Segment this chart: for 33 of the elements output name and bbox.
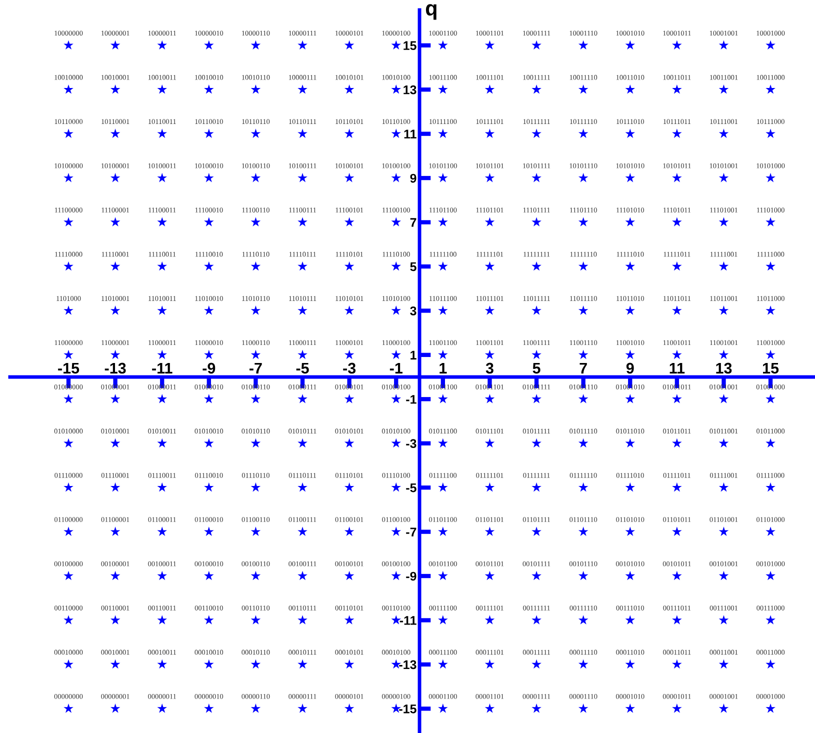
y-tick-label: 3 [410, 306, 416, 316]
y-axis-title: q [426, 4, 436, 20]
y-tick-label: 1 [410, 350, 416, 360]
y-tick-label: 5 [410, 262, 416, 272]
x-tick-label: 13 [716, 362, 732, 374]
y-tick-label: -7 [406, 528, 416, 536]
y-tick-label: -1 [406, 395, 416, 404]
x-tick-label: -3 [343, 362, 356, 374]
y-tick-label: -11 [400, 616, 416, 625]
x-tick-label: -13 [104, 362, 126, 374]
y-tick-label: 9 [410, 174, 416, 183]
x-tick-label: 3 [486, 362, 494, 374]
x-tick-label: 9 [626, 362, 634, 374]
y-tick-label: -3 [406, 439, 416, 448]
y-tick-label: -15 [399, 704, 416, 714]
x-tick-label: 11 [670, 362, 685, 374]
x-tick-label: -5 [296, 362, 309, 374]
y-tick-label: 7 [410, 218, 416, 227]
x-tick-label: -7 [250, 362, 262, 374]
x-tick-label: -9 [202, 362, 216, 374]
x-tick-label: 7 [580, 362, 587, 374]
x-tick-label: 5 [532, 362, 540, 374]
y-tick-label: -9 [406, 572, 416, 581]
x-tick-label: 1 [440, 362, 447, 374]
x-tick-label: 15 [763, 362, 779, 374]
y-tick-label: 15 [404, 41, 416, 50]
x-tick-label: -15 [58, 362, 80, 374]
y-tick-label: -13 [399, 660, 416, 670]
x-tick-label: -11 [152, 362, 172, 374]
y-tick-label: 13 [404, 85, 416, 94]
x-tick-label: -1 [390, 362, 402, 374]
y-tick-label: 11 [404, 130, 416, 138]
y-tick-label: -5 [406, 484, 416, 492]
